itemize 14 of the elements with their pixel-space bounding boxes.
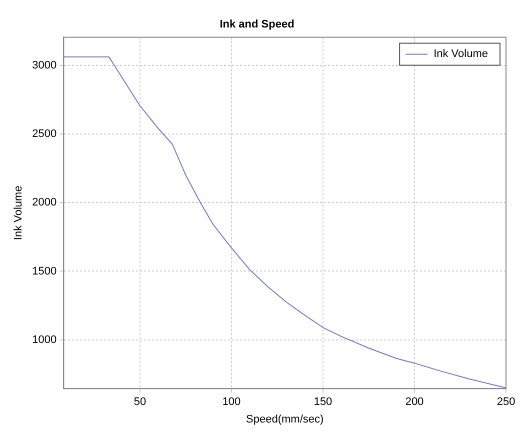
y-tick-label: 2500 xyxy=(32,128,57,140)
y-tick-label: 1000 xyxy=(32,334,57,346)
legend-label: Ink Volume xyxy=(434,48,488,60)
y-tick-label: 1500 xyxy=(32,265,57,278)
x-tick-label: 200 xyxy=(405,396,424,408)
x-tick-label: 50 xyxy=(134,396,146,408)
x-tick-label: 100 xyxy=(222,396,241,408)
y-tick-label: 3000 xyxy=(32,59,57,72)
x-tick-label: 150 xyxy=(314,396,332,408)
x-axis-title: Speed(mm/sec) xyxy=(246,413,324,426)
y-tick-label: 2000 xyxy=(32,196,57,209)
y-axis-title: Ink Volume xyxy=(12,186,25,240)
x-tick-label: 250 xyxy=(496,396,516,408)
chart-title: Ink and Speed xyxy=(220,18,294,31)
